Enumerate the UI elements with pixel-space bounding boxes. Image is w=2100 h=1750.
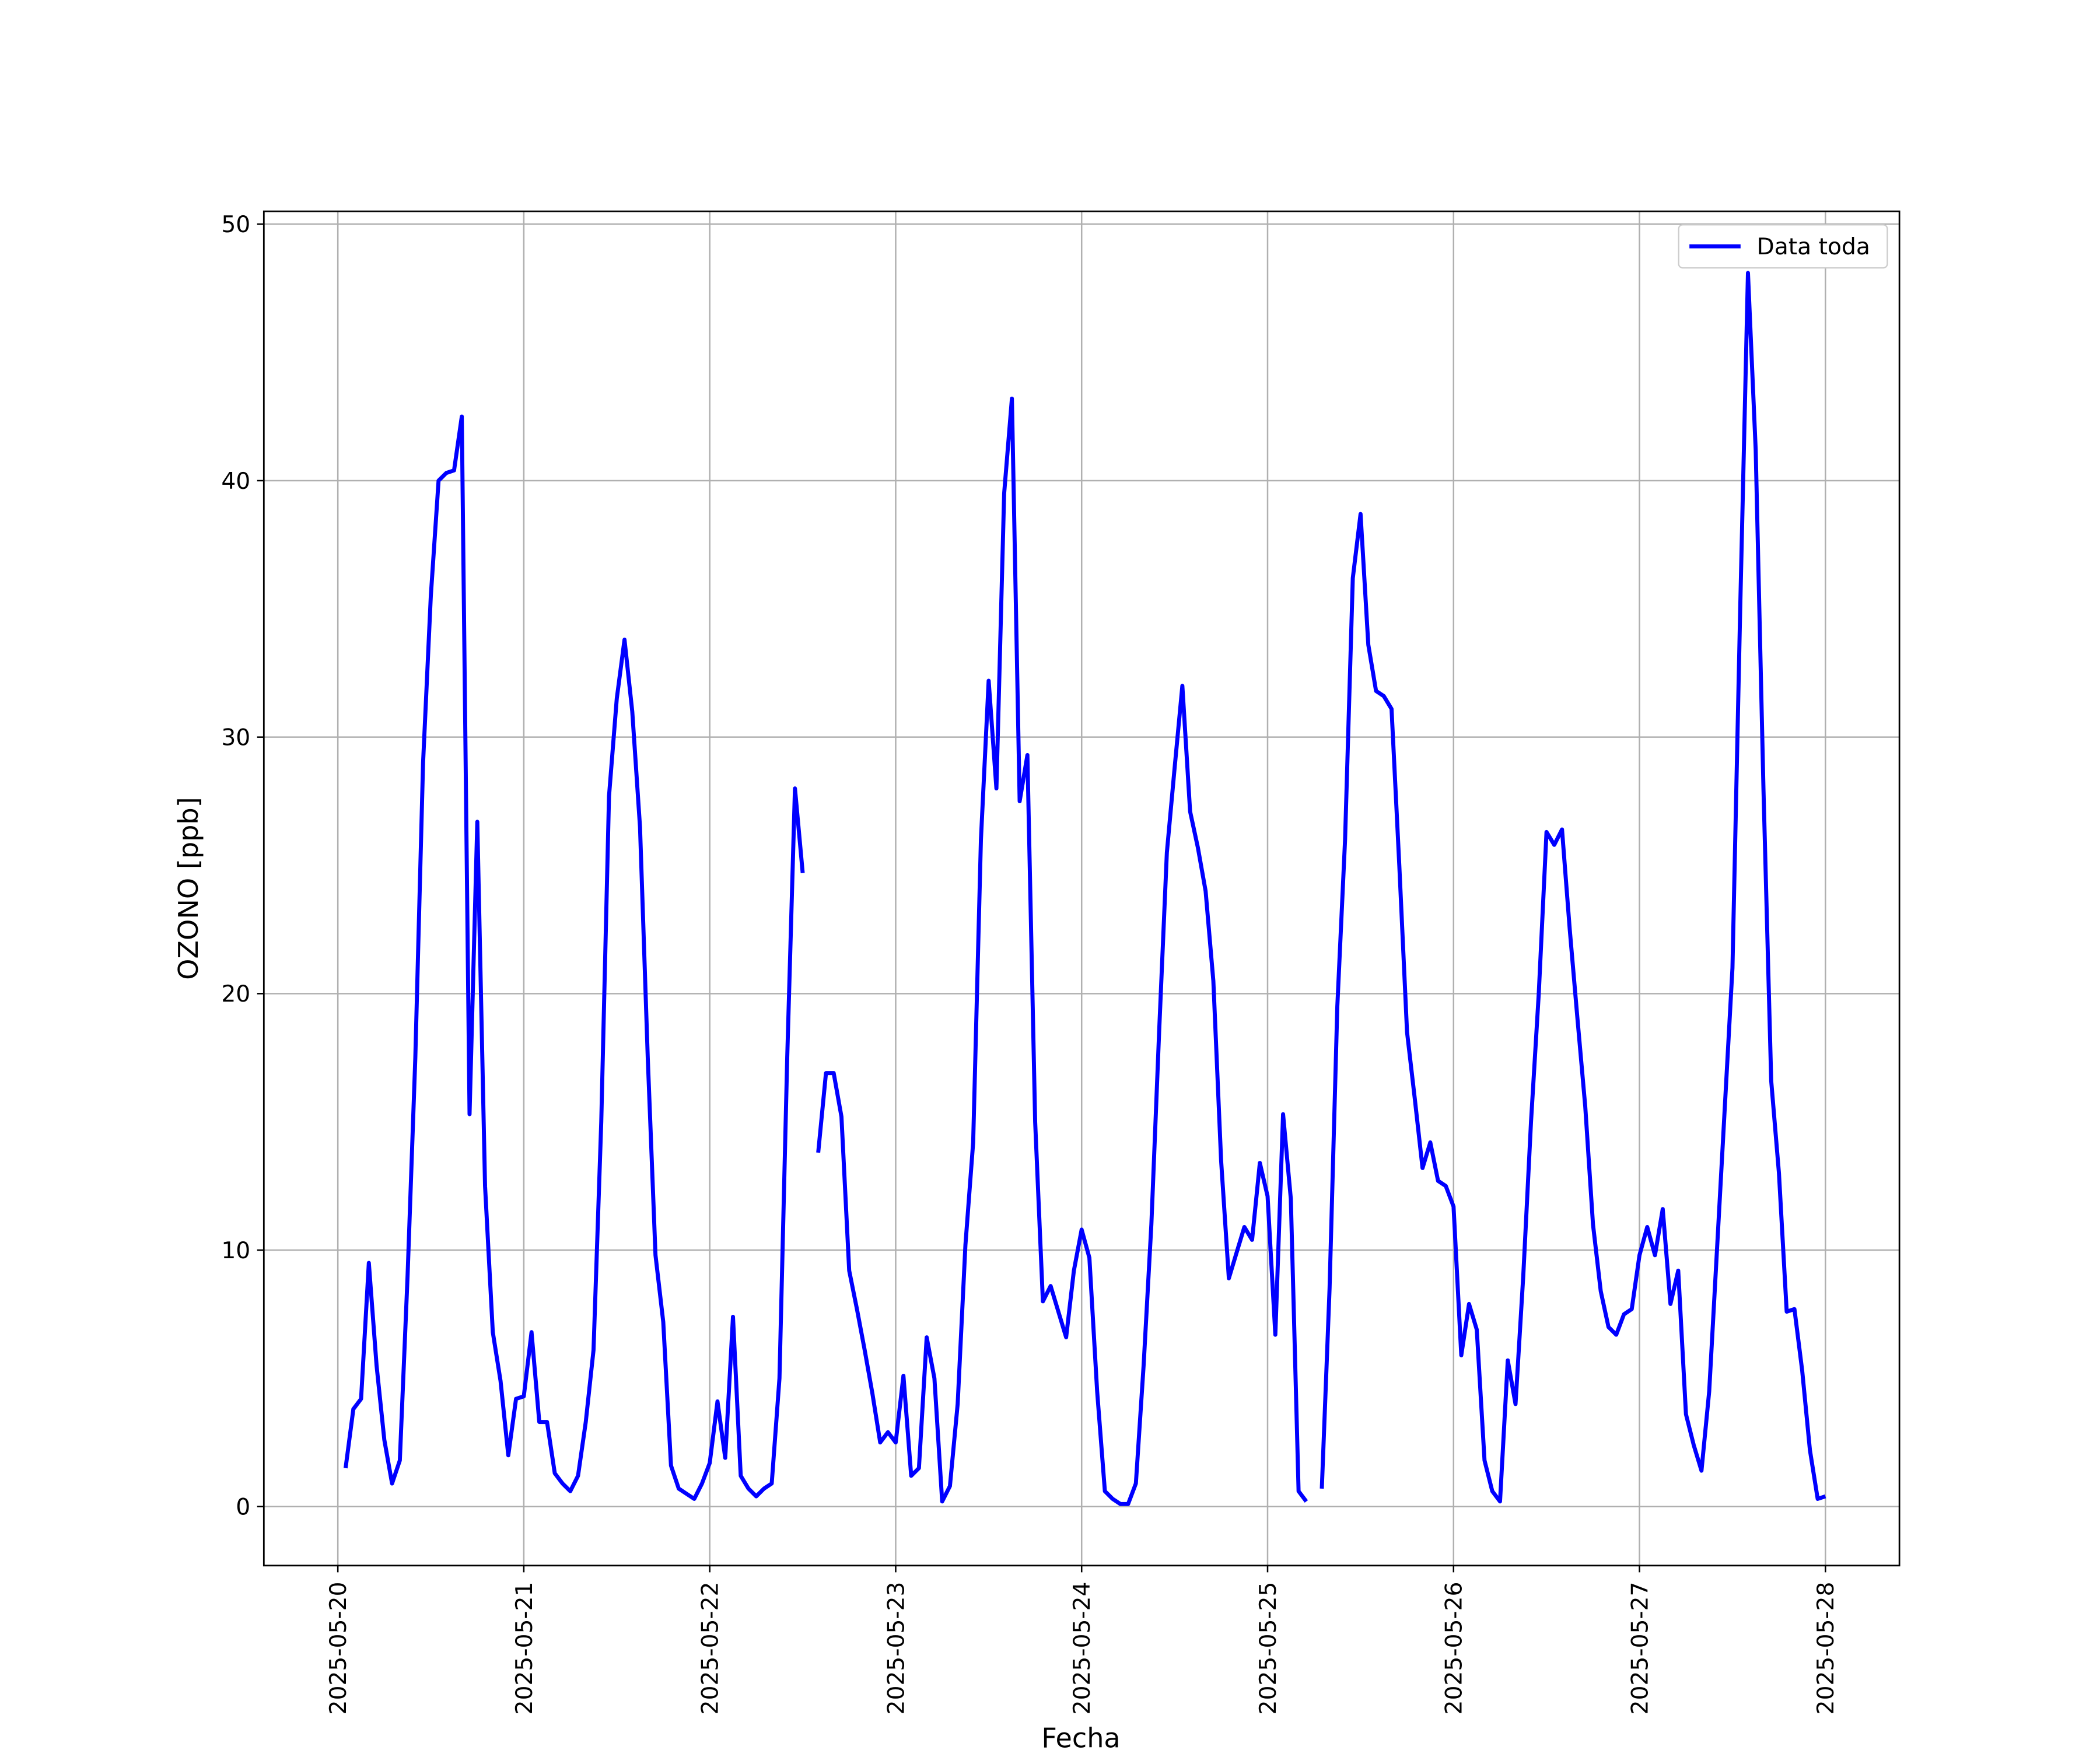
x-tick-label: 2025-05-26	[1441, 1582, 1468, 1715]
x-tick-label: 2025-05-20	[326, 1582, 352, 1715]
x-tick-label: 2025-05-22	[698, 1582, 724, 1715]
x-tick-label: 2025-05-25	[1255, 1582, 1282, 1715]
x-axis-label: Fecha	[1041, 1722, 1120, 1750]
x-tick-label: 2025-05-23	[883, 1582, 909, 1715]
x-tick-label: 2025-05-28	[1813, 1582, 1839, 1715]
y-axis-label: OZONO [ppb]	[173, 797, 204, 980]
data-line	[343, 271, 1826, 1506]
legend-label: Data toda	[1757, 234, 1870, 260]
y-tick-label: 20	[221, 981, 250, 1007]
x-tick-label: 2025-05-24	[1069, 1582, 1096, 1715]
plot-frame	[262, 210, 1901, 1567]
y-tick-label: 40	[221, 468, 250, 495]
x-tick-label: 2025-05-27	[1627, 1582, 1653, 1715]
legend: Data toda	[1678, 224, 1888, 269]
y-tick-label: 0	[236, 1494, 250, 1521]
x-tick-label: 2025-05-21	[512, 1582, 538, 1715]
y-tick-label: 50	[221, 212, 250, 238]
y-tick-label: 30	[221, 725, 250, 751]
legend-box	[1678, 224, 1888, 269]
y-tick-label: 10	[221, 1238, 250, 1264]
